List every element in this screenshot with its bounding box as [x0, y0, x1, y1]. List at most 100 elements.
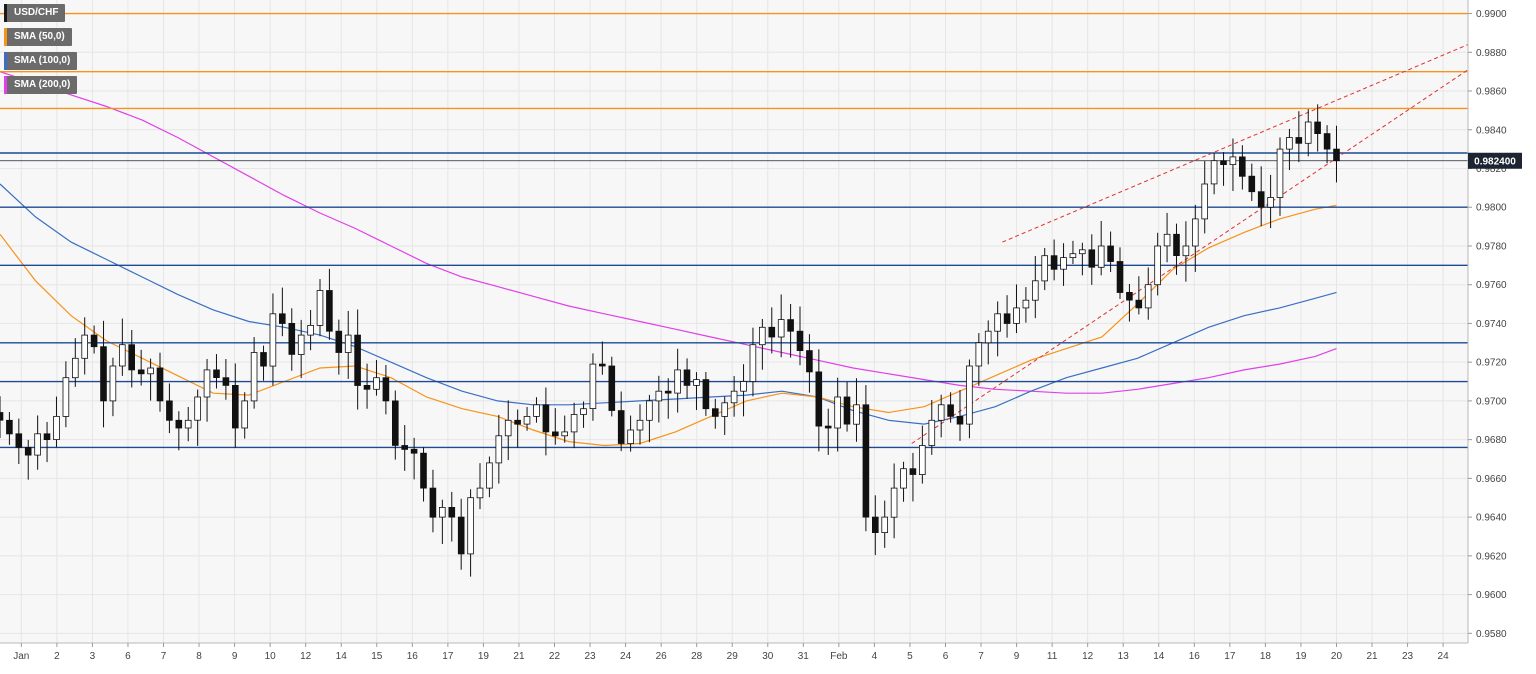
candle-bearish — [1088, 249, 1096, 268]
x-tick-label: 29 — [727, 651, 739, 662]
candle-bearish — [222, 377, 230, 386]
candle-bullish — [646, 400, 653, 421]
candle-bearish — [1116, 261, 1124, 293]
y-tick-label: 0.9900 — [1476, 9, 1507, 20]
candle-bullish — [570, 414, 578, 433]
candle-bearish — [156, 367, 164, 402]
y-tick-label: 0.9580 — [1476, 629, 1507, 640]
y-axis: 0.9580 0.9600 0.9620 0.9640 0.9660 0.9680 0.97… — [1467, 0, 1507, 643]
candle-bearish — [815, 371, 823, 427]
candle-bullish — [495, 435, 503, 464]
x-tick-label: 21 — [513, 651, 525, 662]
legend-swatch — [4, 4, 7, 22]
candles — [0, 104, 1340, 577]
candle-bullish — [72, 357, 79, 379]
candle-bearish — [617, 410, 625, 444]
candle-bearish — [872, 516, 879, 533]
legend-label: SMA (50,0) — [14, 31, 65, 42]
last-price-tag: 0.982400 — [1468, 152, 1522, 169]
candle-bearish — [1126, 291, 1133, 301]
candle-bearish — [15, 433, 23, 448]
candle-bearish — [599, 363, 606, 367]
moving-averages — [0, 71, 1337, 447]
candle-bullish — [1192, 218, 1199, 247]
candle-bullish — [1229, 156, 1237, 165]
candle-bearish — [90, 334, 98, 348]
candle-bullish — [937, 404, 945, 421]
x-tick-label: 24 — [620, 651, 632, 662]
candle-bullish — [203, 369, 211, 398]
x-tick-label: 8 — [196, 651, 202, 662]
y-tick-label: 0.9800 — [1476, 203, 1507, 214]
candle-bearish — [1239, 156, 1246, 177]
x-tick-label: 18 — [1260, 651, 1272, 662]
candle-bullish — [1210, 160, 1218, 185]
sma-200-line — [0, 71, 1337, 394]
candle-bearish — [1107, 245, 1114, 262]
candle-bullish — [1304, 121, 1312, 144]
legend-item-usdchf[interactable]: USD/CHF — [4, 4, 66, 22]
candle-bearish — [806, 350, 813, 373]
candle-bearish — [947, 404, 954, 417]
candle-bearish — [410, 448, 418, 454]
candle-bearish — [354, 334, 361, 386]
candle-bullish — [994, 313, 1001, 332]
candle-bullish — [147, 367, 154, 375]
candle-bearish — [1314, 121, 1321, 135]
candle-bullish — [881, 516, 888, 533]
x-tick-label: 31 — [798, 651, 810, 662]
x-tick-label: 22 — [549, 651, 561, 662]
candle-bullish — [269, 313, 277, 367]
candle-bearish — [1257, 191, 1265, 208]
y-tick-label: 0.9720 — [1476, 358, 1507, 369]
x-tick-label: 12 — [1082, 651, 1094, 662]
candle-bullish — [476, 487, 484, 499]
candle-bearish — [664, 390, 672, 394]
candle-bullish — [777, 319, 785, 338]
candle-bearish — [278, 313, 286, 324]
y-tick-label: 0.9860 — [1476, 87, 1507, 98]
sma-100-line — [0, 183, 1337, 425]
candle-bearish — [0, 412, 4, 421]
x-tick-label: 11 — [1047, 651, 1058, 662]
candle-bearish — [1333, 148, 1340, 162]
legend-item-sma200[interactable]: SMA (200,0) — [4, 76, 78, 94]
x-tick-label: 15 — [371, 651, 383, 662]
candle-bullish — [184, 419, 192, 429]
candle-bullish — [674, 369, 681, 394]
y-tick-label: 0.9600 — [1476, 590, 1507, 601]
legend-label: SMA (100,0) — [14, 55, 71, 66]
x-tick-label: Feb — [830, 651, 848, 662]
candle-bullish — [1032, 280, 1039, 301]
candle-bullish — [636, 419, 644, 431]
candle-bullish — [749, 344, 757, 382]
x-tick-label: 10 — [265, 651, 277, 662]
candle-bullish — [62, 377, 70, 417]
candle-bullish — [1201, 183, 1209, 220]
candle-bearish — [363, 384, 371, 390]
candle-bullish — [1079, 249, 1086, 255]
candle-bullish — [853, 404, 860, 425]
x-tick-label: 16 — [407, 651, 419, 662]
x-tick-label: 7 — [161, 651, 167, 662]
candle-bullish — [627, 429, 634, 445]
candle-bearish — [824, 425, 832, 429]
candle-bullish — [721, 402, 728, 417]
candle-bearish — [1220, 160, 1227, 165]
candle-bearish — [768, 326, 776, 338]
x-tick-label: 19 — [1295, 651, 1307, 662]
legend-swatch — [4, 52, 7, 70]
legend-item-sma100[interactable]: SMA (100,0) — [4, 52, 78, 70]
x-tick-label: 12 — [300, 651, 312, 662]
candle-bullish — [1276, 148, 1284, 198]
candle-bullish — [34, 433, 41, 456]
candle-bullish — [486, 462, 493, 489]
x-tick-label: 26 — [656, 651, 668, 662]
legend-item-sma50[interactable]: SMA (50,0) — [4, 28, 72, 46]
y-tick-label: 0.9780 — [1476, 241, 1507, 252]
legend-label: USD/CHF — [14, 7, 59, 18]
candle-bearish — [43, 433, 51, 440]
candle-bullish — [1267, 197, 1274, 208]
candle-bearish — [166, 400, 173, 421]
y-tick-label: 0.9760 — [1476, 280, 1507, 291]
